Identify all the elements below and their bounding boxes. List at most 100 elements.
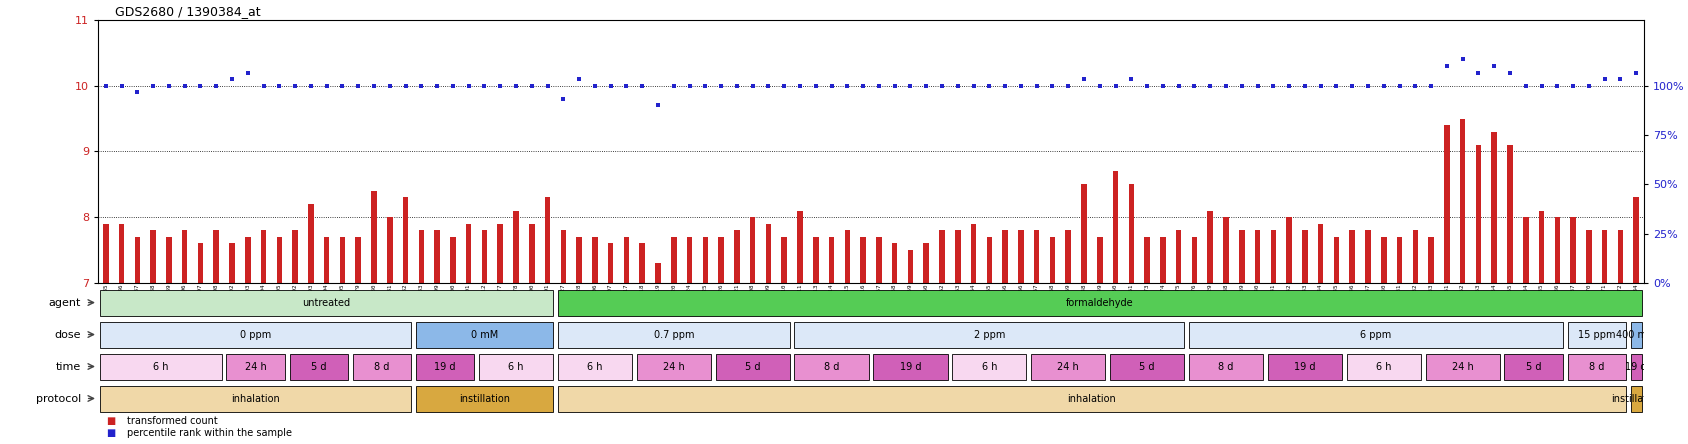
FancyBboxPatch shape [1568, 322, 1626, 348]
FancyBboxPatch shape [100, 322, 412, 348]
Bar [1144, 237, 1150, 283]
Point [1070, 75, 1097, 83]
FancyBboxPatch shape [100, 386, 412, 412]
Text: 0 mM: 0 mM [471, 330, 498, 340]
Text: formaldehyde: formaldehyde [1065, 298, 1134, 308]
Point [439, 82, 466, 89]
Point [1182, 82, 1209, 89]
Point [819, 82, 846, 89]
Point [787, 82, 814, 89]
Bar [403, 198, 408, 283]
Point [1560, 82, 1587, 89]
Point [976, 82, 1003, 89]
Point [1386, 82, 1413, 89]
Text: 0.7 ppm: 0.7 ppm [653, 330, 694, 340]
Bar [1428, 237, 1433, 283]
Bar [672, 237, 677, 283]
Bar [466, 224, 471, 283]
Bar [640, 243, 645, 283]
Bar [1286, 217, 1291, 283]
Bar [814, 237, 819, 283]
Text: 0 ppm: 0 ppm [240, 330, 272, 340]
Bar [719, 237, 724, 283]
Point [1622, 69, 1649, 76]
Bar [1555, 217, 1560, 283]
Bar [434, 230, 441, 283]
Point [1354, 82, 1381, 89]
Point [1244, 82, 1271, 89]
Text: ■: ■ [106, 428, 115, 438]
Bar [1224, 217, 1229, 283]
Point [424, 82, 451, 89]
Bar [971, 224, 976, 283]
FancyBboxPatch shape [557, 354, 631, 380]
Point [408, 82, 436, 89]
Point [218, 75, 245, 83]
Text: 24 h: 24 h [1057, 362, 1079, 372]
Point [235, 69, 262, 76]
FancyBboxPatch shape [795, 354, 869, 380]
FancyBboxPatch shape [1504, 354, 1563, 380]
Bar [986, 237, 993, 283]
Bar [1207, 210, 1214, 283]
Text: 15 ppm: 15 ppm [1578, 330, 1615, 340]
Point [314, 82, 341, 89]
Text: protocol: protocol [35, 394, 81, 404]
Point [834, 82, 861, 89]
FancyBboxPatch shape [290, 354, 348, 380]
Point [660, 82, 687, 89]
Bar [118, 224, 125, 283]
Point [755, 82, 782, 89]
Bar [1634, 198, 1639, 283]
FancyBboxPatch shape [1188, 354, 1263, 380]
Bar [1192, 237, 1197, 283]
FancyBboxPatch shape [415, 386, 554, 412]
Point [1339, 82, 1366, 89]
Bar [1602, 230, 1607, 283]
Text: 8 d: 8 d [824, 362, 839, 372]
Bar [1587, 230, 1592, 283]
Text: time: time [56, 362, 81, 372]
Bar [1492, 132, 1497, 283]
Text: 6 ppm: 6 ppm [1361, 330, 1391, 340]
Text: GDS2680 / 1390384_at: GDS2680 / 1390384_at [115, 5, 260, 18]
Point [581, 82, 608, 89]
Bar [339, 237, 346, 283]
FancyBboxPatch shape [716, 354, 790, 380]
Text: 5 d: 5 d [1139, 362, 1155, 372]
Text: instillation: instillation [1610, 394, 1661, 404]
Text: 19 d: 19 d [1626, 362, 1647, 372]
Text: inhalation: inhalation [1067, 394, 1116, 404]
FancyBboxPatch shape [636, 354, 711, 380]
Bar [481, 230, 488, 283]
Bar [1507, 145, 1512, 283]
Point [1197, 82, 1224, 89]
Bar [1349, 230, 1355, 283]
Bar [1239, 230, 1244, 283]
Point [282, 82, 309, 89]
Bar [844, 230, 851, 283]
Bar [230, 243, 235, 283]
Point [866, 82, 893, 89]
FancyBboxPatch shape [415, 322, 554, 348]
Text: 19 d: 19 d [434, 362, 456, 372]
Point [1259, 82, 1286, 89]
Bar [1065, 230, 1070, 283]
Point [645, 102, 672, 109]
Bar [135, 237, 140, 283]
Point [1371, 82, 1398, 89]
Bar [213, 230, 219, 283]
Bar [687, 237, 692, 283]
Text: instillation: instillation [459, 394, 510, 404]
Bar [749, 217, 756, 283]
FancyBboxPatch shape [100, 354, 221, 380]
Text: 19 d: 19 d [900, 362, 922, 372]
Point [1102, 82, 1129, 89]
Bar [1112, 171, 1119, 283]
FancyBboxPatch shape [1631, 386, 1642, 412]
Point [297, 82, 324, 89]
Bar [1318, 224, 1323, 283]
Point [93, 82, 120, 89]
Text: 8 d: 8 d [1219, 362, 1234, 372]
Bar [1570, 217, 1577, 283]
